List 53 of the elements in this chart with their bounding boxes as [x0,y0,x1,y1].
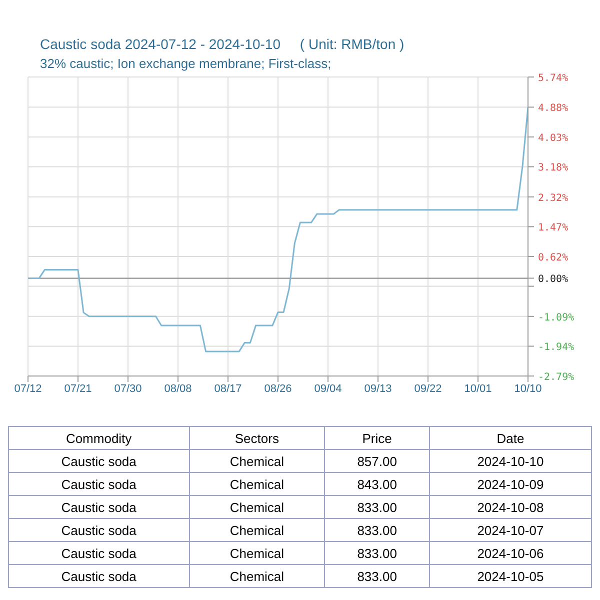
text: 2024-10-08 [429,496,592,518]
text: 2024-10-07 [429,518,592,542]
text: 833.00 [324,518,430,542]
x-tick-label: 10/10 [514,382,542,395]
x-tick-label: 09/13 [364,382,392,395]
text: 2024-10-10 [429,450,592,472]
text: Caustic soda [8,472,190,496]
x-tick-label: 08/08 [164,382,192,395]
x-tick-label: 07/12 [14,382,42,395]
y-tick-label: -1.09% [538,312,574,324]
chart-title: Caustic soda 2024-07-12 - 2024-10-10 ( Unit: RMB/ton ) [40,36,406,52]
x-tick-label: 07/30 [114,382,142,395]
text: Chemical [189,496,325,518]
x-tick-label: 07/21 [64,382,92,395]
text: Chemical [189,542,325,564]
text: Caustic soda [8,564,190,588]
text: Chemical [189,564,325,588]
y-tick-label: 0.62% [538,252,568,264]
x-tick-label: 08/26 [264,382,292,395]
y-tick-label: 0.00% [538,274,568,286]
y-tick-label: 1.47% [538,222,568,234]
x-tick-label: 10/01 [464,382,492,395]
text: Chemical [189,450,325,472]
text: 2024-10-06 [429,542,592,564]
text: 2024-10-05 [429,564,592,588]
text: Caustic soda [8,496,190,518]
text: Caustic soda [8,518,190,542]
text: Price [324,426,430,450]
text: Chemical [189,472,325,496]
text: 833.00 [324,542,430,564]
text: Commodity [8,426,190,450]
y-tick-label: 3.18% [538,162,568,174]
chart-subtitle: 32% caustic; Ion exchange membrane; First-class; [40,56,332,71]
y-tick-label: 2.32% [538,192,568,204]
text: Caustic soda [8,542,190,564]
text: 843.00 [324,472,430,496]
text: 833.00 [324,496,430,518]
x-tick-label: 09/22 [414,382,442,395]
line-series [28,106,528,352]
y-tick-label: 5.74% [538,73,568,84]
text: Sectors [189,426,325,450]
text: 833.00 [324,564,430,588]
x-tick-label: 08/17 [214,382,242,395]
text: Date [429,426,592,450]
y-tick-label: 4.03% [538,132,568,144]
text: Chemical [189,518,325,542]
text: Caustic soda [8,450,190,472]
text: 2024-10-09 [429,472,592,496]
text: 857.00 [324,450,430,472]
y-tick-label: 4.88% [538,103,568,114]
y-tick-label: -1.94% [538,342,574,354]
x-tick-label: 09/04 [314,382,342,395]
y-tick-label: -2.79% [538,372,574,383]
